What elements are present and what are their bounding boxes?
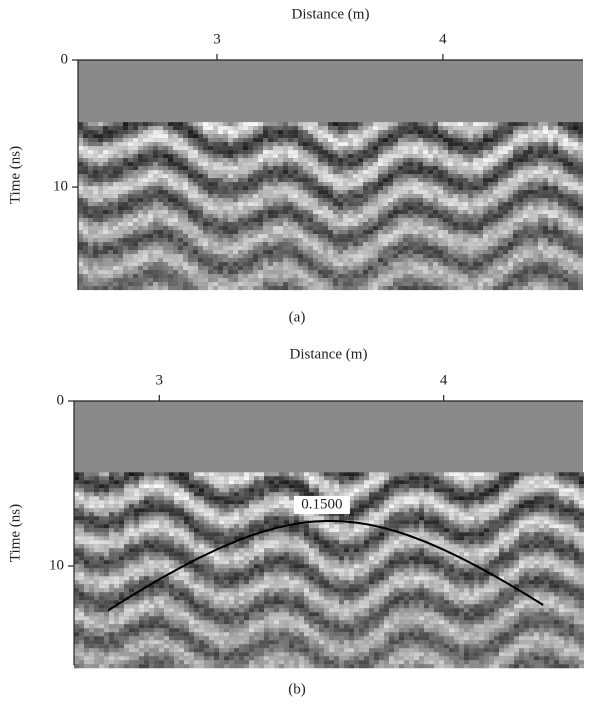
x-tick-label: 4 [439,31,447,47]
y-tick-label: 10 [53,179,68,195]
x-tick-label: 4 [440,372,448,388]
caption: (b) [288,681,306,697]
caption: (a) [289,309,306,325]
x-axis-label: Distance (m) [292,6,370,22]
x-axis-label: Distance (m) [290,346,368,362]
y-tick-label: 10 [49,557,64,573]
x-tick-label: 3 [156,372,164,388]
x-tick-label: 3 [213,31,221,47]
y-axis-label: Time (ns) [7,504,23,562]
radargram-image [74,401,584,668]
y-axis-label: Time (ns) [7,146,23,204]
y-tick-label: 0 [61,51,69,67]
velocity-label: 0.1500 [301,496,342,512]
radargram-image [78,60,583,290]
y-tick-label: 0 [57,392,65,408]
